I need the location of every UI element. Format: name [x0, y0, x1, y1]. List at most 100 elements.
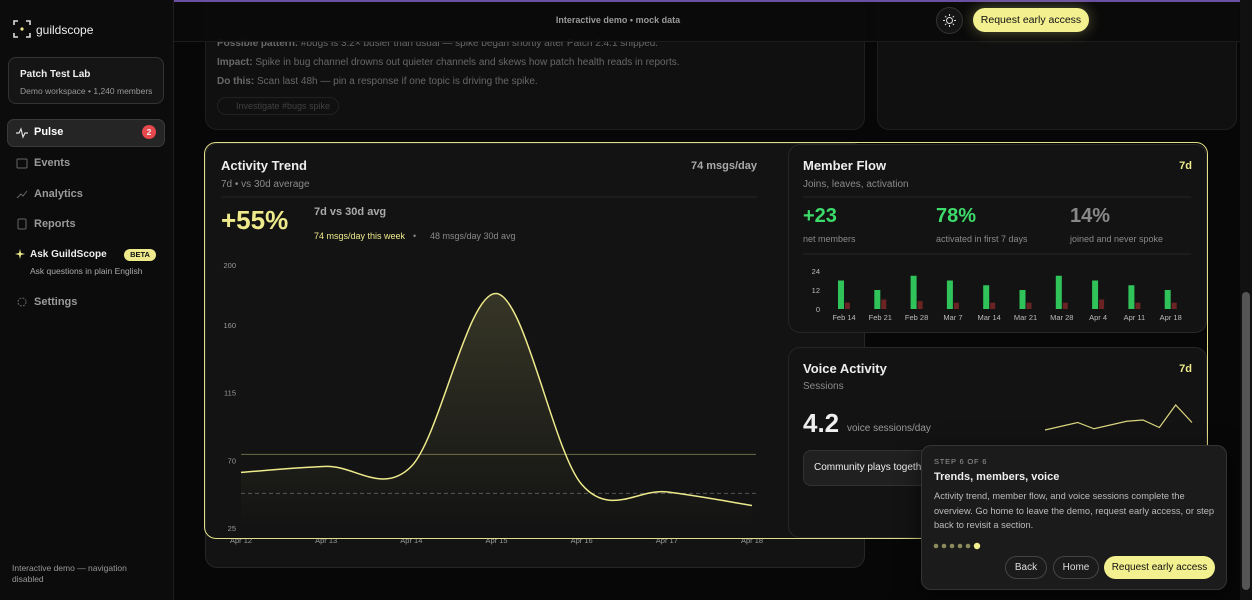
- bar: [953, 302, 959, 309]
- scrollbar: [1240, 0, 1252, 600]
- x-tick-label: Mar 21: [1014, 313, 1037, 322]
- bar: [1171, 302, 1177, 309]
- bar: [1099, 299, 1105, 309]
- x-tick-label: Mar 28: [1050, 313, 1073, 322]
- label: Possible pattern:: [217, 38, 299, 49]
- bar: [838, 280, 844, 309]
- cta[interactable]: Request early access: [973, 8, 1089, 32]
- bar: [917, 301, 923, 309]
- stat-value: 78%: [936, 205, 977, 227]
- notice-text: Interactive demo • mock data: [555, 15, 681, 25]
- period: 7d: [1179, 160, 1192, 172]
- subtitle: Sessions: [803, 381, 844, 392]
- bar: [1135, 302, 1141, 309]
- workspace[interactable]: Patch Test Lab Demo workspace • 1,240 me…: [8, 57, 164, 104]
- nav-icon: [17, 297, 27, 307]
- nav-active[interactable]: [7, 119, 165, 147]
- x-tick-label: Apr 11: [1124, 313, 1146, 322]
- stat-value: 14%: [1070, 205, 1111, 227]
- nav-icon: [16, 190, 28, 199]
- nav-icon: [16, 158, 28, 169]
- bar: [1092, 280, 1099, 309]
- bar: [946, 280, 953, 309]
- workspace-meta: Demo workspace • 1,240 members: [20, 86, 153, 96]
- label: Do this:: [217, 76, 255, 87]
- x-tick-label: Apr 18: [741, 536, 763, 545]
- label: Impact:: [217, 57, 253, 68]
- footer: Interactive demo — navigation disabled: [12, 563, 127, 584]
- compare: 7d vs 30d avg: [314, 206, 387, 218]
- tour-cta[interactable]: Request early access: [1104, 556, 1215, 579]
- voice-unit: voice sessions/day: [847, 423, 931, 434]
- rate: 74 msgs/day: [690, 160, 757, 172]
- x-tick-label: Feb 14: [832, 313, 855, 322]
- stat-label: net members: [803, 234, 856, 244]
- text: Scan last 48h — pin a response if one to…: [257, 76, 538, 87]
- bar: [845, 302, 850, 309]
- logo-icon: [13, 20, 31, 38]
- x-tick-label: Apr 18: [1160, 313, 1182, 322]
- x-tick-label: Apr 16: [571, 536, 593, 545]
- text: #bugs is 3.2× busier than usual — spike …: [300, 38, 659, 49]
- tour-title: Trends, members, voice: [934, 471, 1060, 483]
- scroll-thumb: [1242, 292, 1250, 590]
- x-tick-label: Mar 7: [943, 313, 962, 322]
- theme-toggle[interactable]: [936, 7, 963, 34]
- nav-icon: [16, 127, 28, 139]
- bar: [1164, 290, 1171, 309]
- x-tick-label: Feb 21: [869, 313, 892, 322]
- card-title: Member Flow: [803, 158, 887, 173]
- nav-item[interactable]: Settings: [34, 296, 78, 308]
- workspace-name: Patch Test Lab: [20, 69, 91, 80]
- member-card: [788, 144, 1207, 333]
- y-tick-label: 24: [812, 267, 820, 276]
- x-tick-label: Apr 12: [230, 536, 252, 545]
- x-tick-label: Apr 4: [1089, 313, 1107, 322]
- nav-item[interactable]: Analytics: [34, 188, 83, 200]
- card-title: Activity Trend: [221, 158, 307, 173]
- bar: [910, 275, 917, 309]
- nav-item[interactable]: Pulse: [34, 126, 64, 138]
- beta-tag: BETA: [124, 249, 156, 261]
- voice-value: 4.2: [803, 408, 840, 438]
- nav-item[interactable]: Reports: [34, 218, 76, 230]
- home-button[interactable]: Home: [1053, 556, 1099, 579]
- bar: [1055, 275, 1062, 309]
- separator: •: [413, 231, 417, 241]
- bar: [1128, 285, 1135, 309]
- text: Spike in bug channel drowns out quieter …: [255, 57, 680, 68]
- nav-item[interactable]: Events: [34, 157, 71, 169]
- sparkline: [1044, 404, 1193, 431]
- card-title: Voice Activity: [803, 361, 887, 376]
- action-line: Do this: Scan last 48h — pin a response …: [217, 76, 538, 87]
- trend-line: [240, 292, 753, 507]
- back-button[interactable]: Back: [1005, 556, 1047, 579]
- y-tick-label: 115: [224, 389, 236, 398]
- y-tick-label: 70: [228, 456, 236, 465]
- ask-hint: Ask questions in plain English: [30, 266, 143, 276]
- bar: [1019, 290, 1026, 309]
- x-tick-label: Apr 14: [400, 536, 422, 545]
- y-tick-label: 25: [228, 524, 236, 533]
- chip[interactable]: Investigate #bugs spike: [217, 97, 340, 115]
- average: 48 msgs/day 30d avg: [430, 231, 516, 241]
- bar: [1062, 302, 1068, 309]
- logo: guildscope: [36, 23, 94, 37]
- stat-label: activated in first 7 days: [936, 234, 1028, 244]
- subtitle: Joins, leaves, activation: [803, 179, 909, 190]
- bar: [881, 299, 887, 309]
- ask[interactable]: Ask GuildScope: [30, 249, 107, 260]
- step: STEP 6 OF 6: [934, 457, 988, 466]
- stat-label: joined and never spoke: [1070, 234, 1164, 244]
- sun-icon: [943, 14, 956, 27]
- sparkle-icon: [15, 249, 25, 259]
- bar: [874, 290, 881, 309]
- y-tick-label: 160: [223, 321, 236, 330]
- y-tick-label: 12: [812, 286, 820, 295]
- topbar: Interactive demo • mock data Request ear…: [174, 0, 1252, 42]
- badge: 2: [142, 125, 156, 139]
- nav-icon: [17, 218, 27, 230]
- bar: [1026, 302, 1032, 309]
